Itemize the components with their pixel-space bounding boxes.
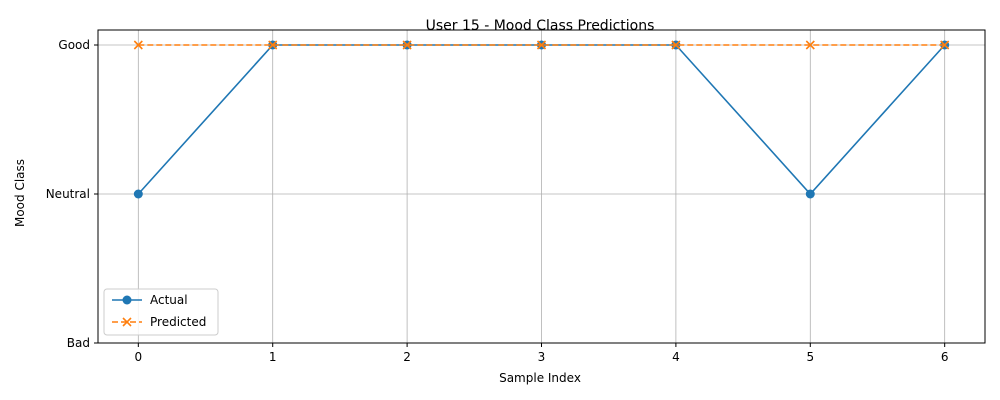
x-marker-stroke [536,40,547,50]
x-tick-label: 6 [941,350,949,364]
series-layer [133,40,950,199]
grid [98,30,985,344]
legend-item-actual: Actual [112,293,188,307]
x-tick-label: 5 [806,350,814,364]
ticks: 0 1 2 3 4 5 6 Bad Neutral Good [46,38,949,364]
predicted-point [133,40,143,50]
legend-label: Actual [150,293,188,307]
x-marker-stroke [268,40,278,50]
y-tick-label: Neutral [46,187,90,201]
actual-point [805,189,815,199]
series-predicted [133,40,950,50]
predicted-point [940,40,950,50]
predicted-point [268,40,278,50]
legend-item-predicted: Predicted [112,315,206,329]
x-marker-stroke [940,40,950,50]
x-tick-label: 1 [269,350,277,364]
x-marker-stroke [133,40,143,50]
x-marker-stroke [805,40,815,50]
predicted-point [402,40,412,50]
predicted-point [536,40,547,50]
x-tick-label: 0 [134,350,142,364]
legend: Actual Predicted [103,288,219,336]
legend-label: Predicted [150,315,206,329]
x-tick-label: 4 [672,350,680,364]
predicted-point [805,40,815,50]
y-axis-label: Mood Class [13,159,27,227]
legend-swatch-marker [122,295,132,305]
x-axis-label: Sample Index [499,371,581,385]
x-tick-label: 3 [538,350,546,364]
x-marker-stroke [402,40,412,50]
actual-point [133,189,143,199]
y-tick-label: Good [58,38,90,52]
legend-swatch-marker [122,317,132,327]
x-tick-label: 2 [403,350,411,364]
x-marker-stroke [671,40,681,50]
y-tick-label: Bad [67,336,90,350]
predicted-point [671,40,681,50]
x-marker-stroke [122,317,132,327]
chart-title: User 15 - Mood Class Predictions [426,18,655,34]
